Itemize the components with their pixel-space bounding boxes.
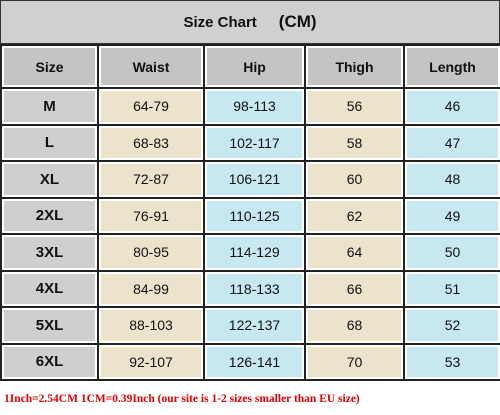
measure-cell: 49 <box>403 196 500 235</box>
measure-cell: 56 <box>304 87 405 126</box>
measure-cell: 46 <box>403 87 500 126</box>
size-cell: 6XL <box>0 342 99 381</box>
measure-cell: 52 <box>403 306 500 345</box>
footer-note: 1Inch=2.54CM 1CM=0.39Inch (our site is 1… <box>4 393 360 405</box>
measure-cell: 62 <box>304 196 405 235</box>
measure-cell: 76-91 <box>97 196 205 235</box>
measure-cell: 48 <box>403 160 500 199</box>
column-header: Length <box>403 44 500 89</box>
table-row: 5XL 88-103 122-137 68 52 <box>0 306 500 345</box>
measure-cell: 72-87 <box>97 160 205 199</box>
table-row: M 64-79 98-113 56 46 <box>0 87 500 126</box>
measure-cell: 126-141 <box>203 342 306 381</box>
measure-cell: 92-107 <box>97 342 205 381</box>
size-cell: XL <box>0 160 99 199</box>
measure-cell: 66 <box>304 269 405 308</box>
size-cell: 2XL <box>0 196 99 235</box>
header-row: Size Waist Hip Thigh Length <box>0 44 500 89</box>
measure-cell: 68 <box>304 306 405 345</box>
size-cell: 4XL <box>0 269 99 308</box>
measure-cell: 122-137 <box>203 306 306 345</box>
table-row: 4XL 84-99 118-133 66 51 <box>0 269 500 308</box>
size-cell: 5XL <box>0 306 99 345</box>
column-header: Waist <box>97 44 205 89</box>
measure-cell: 58 <box>304 123 405 162</box>
size-table: Size Waist Hip Thigh Length M 64-79 98-113 56 46… <box>0 44 500 381</box>
measure-cell: 110-125 <box>203 196 306 235</box>
table-row: 3XL 80-95 114-129 64 50 <box>0 233 500 272</box>
size-cell: L <box>0 123 99 162</box>
column-header: Thigh <box>304 44 405 89</box>
column-header: Size <box>0 44 99 89</box>
table-body: M 64-79 98-113 56 46 L 68-83 102-117 58 47 XL 72-87… <box>0 87 500 381</box>
measure-cell: 106-121 <box>203 160 306 199</box>
measure-cell: 47 <box>403 123 500 162</box>
measure-cell: 53 <box>403 342 500 381</box>
measure-cell: 88-103 <box>97 306 205 345</box>
unit: (CM) <box>278 12 317 31</box>
size-cell: M <box>0 87 99 126</box>
table-row: L 68-83 102-117 58 47 <box>0 123 500 162</box>
measure-cell: 50 <box>403 233 500 272</box>
footer: 1Inch=2.54CM 1CM=0.39Inch (our site is 1… <box>0 381 500 415</box>
measure-cell: 80-95 <box>97 233 205 272</box>
measure-cell: 70 <box>304 342 405 381</box>
measure-cell: 68-83 <box>97 123 205 162</box>
table-row: 6XL 92-107 126-141 70 53 <box>0 342 500 381</box>
measure-cell: 114-129 <box>203 233 306 272</box>
measure-cell: 64 <box>304 233 405 272</box>
measure-cell: 51 <box>403 269 500 308</box>
title: Size Chart <box>183 13 257 31</box>
measure-cell: 102-117 <box>203 123 306 162</box>
measure-cell: 118-133 <box>203 269 306 308</box>
size-cell: 3XL <box>0 233 99 272</box>
measure-cell: 64-79 <box>97 87 205 126</box>
measure-cell: 60 <box>304 160 405 199</box>
measure-cell: 98-113 <box>203 87 306 126</box>
table-row: 2XL 76-91 110-125 62 49 <box>0 196 500 235</box>
column-header: Hip <box>203 44 306 89</box>
table-row: XL 72-87 106-121 60 48 <box>0 160 500 199</box>
measure-cell: 84-99 <box>97 269 205 308</box>
title-bar: Size Chart (CM) <box>0 0 500 44</box>
